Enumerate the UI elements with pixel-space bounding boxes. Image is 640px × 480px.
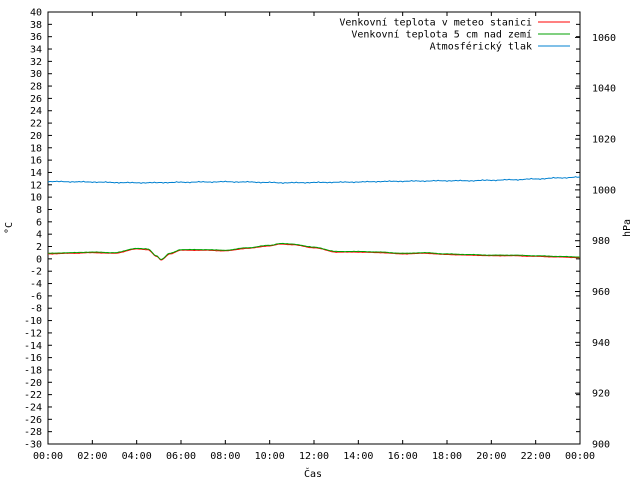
y-tick-label: -2 [30, 267, 42, 278]
y2-tick-label: 960 [592, 287, 610, 298]
x-tick-label: 04:00 [122, 451, 152, 462]
x-axis: 00:00 02:00 04:00 06:00 08:00 10:00 12:00 14:00… [33, 12, 595, 462]
x-tick-label: 02:00 [77, 451, 107, 462]
legend: Venkovní teplota v meteo staniciVenkovní… [339, 17, 570, 53]
y-tick-label: 20 [30, 131, 42, 142]
y-tick-label: 12 [30, 180, 42, 191]
y-tick-label: 28 [30, 82, 42, 93]
y-tick-label: 6 [36, 217, 42, 228]
x-tick-label: 00:00 [565, 451, 595, 462]
y-tick-label: -22 [24, 390, 42, 401]
y-tick-label: -14 [24, 341, 42, 352]
y-tick-label: 30 [30, 69, 42, 80]
y-tick-label: -8 [30, 304, 42, 315]
y-tick-label: 8 [36, 205, 42, 216]
legend-label: Venkovní teplota 5 cm nad zemí [351, 29, 532, 41]
x-tick-label: 08:00 [210, 451, 240, 462]
y-tick-label: 4 [36, 230, 42, 241]
y-tick-label: -28 [24, 427, 42, 438]
x-tick-label: 12:00 [299, 451, 329, 462]
y-axis-label: °C [4, 222, 15, 234]
y-tick-label: -10 [24, 316, 42, 327]
legend-label: Atmosférický tlak [430, 41, 532, 53]
y-tick-label: 26 [30, 94, 42, 105]
y-tick-label: 14 [30, 168, 42, 179]
y-tick-label: -6 [30, 291, 42, 302]
y2-tick-label: 1060 [592, 33, 616, 44]
y-tick-label: 2 [36, 242, 42, 253]
y-tick-label: 24 [30, 106, 42, 117]
y-tick-label: 22 [30, 119, 42, 130]
y-tick-label: -18 [24, 365, 42, 376]
y-tick-label: -16 [24, 353, 42, 364]
x-tick-label: 14:00 [343, 451, 373, 462]
y2-tick-label: 980 [592, 236, 610, 247]
y-tick-label: -12 [24, 328, 42, 339]
right-y-axis: 900 920 940 960 980 1000 1020 1040 1060 [575, 33, 616, 451]
x-tick-label: 00:00 [33, 451, 63, 462]
y-tick-label: 16 [30, 156, 42, 167]
series-lines [47, 176, 581, 261]
x-axis-label: Čas [304, 467, 322, 480]
y-tick-label: -30 [24, 440, 42, 451]
x-tick-label: 20:00 [476, 451, 506, 462]
y2-tick-label: 900 [592, 440, 610, 451]
x-tick-label: 10:00 [255, 451, 285, 462]
left-y-axis: -30-28-26-24-22-20-18-16-14-12-10-8-6-4-… [24, 8, 580, 451]
y-tick-label: 10 [30, 193, 42, 204]
series-line [47, 242, 581, 260]
y2-axis-label: hPa [622, 219, 633, 237]
x-tick-label: 22:00 [521, 451, 551, 462]
y-tick-label: -24 [24, 402, 42, 413]
y-tick-label: 36 [30, 32, 42, 43]
y-tick-label: 34 [30, 45, 42, 56]
y-tick-label: 0 [36, 254, 42, 265]
y2-tick-label: 920 [592, 389, 610, 400]
y-tick-label: 32 [30, 57, 42, 68]
x-tick-label: 16:00 [388, 451, 418, 462]
y2-tick-label: 940 [592, 338, 610, 349]
series-line [47, 176, 581, 184]
x-tick-label: 18:00 [432, 451, 462, 462]
legend-label: Venkovní teplota v meteo stanici [339, 17, 532, 29]
y-tick-label: -20 [24, 378, 42, 389]
y-tick-label: 40 [30, 8, 42, 19]
x-tick-label: 06:00 [166, 451, 196, 462]
y2-tick-label: 1040 [592, 84, 616, 95]
y-tick-label: 38 [30, 20, 42, 31]
y2-tick-label: 1020 [592, 135, 616, 146]
plot-border [47, 11, 581, 445]
series-line [47, 243, 581, 261]
plot-frame [47, 11, 581, 445]
y-tick-label: -4 [30, 279, 42, 290]
y-tick-label: -26 [24, 415, 42, 426]
y-tick-label: 18 [30, 143, 42, 154]
y2-tick-label: 1000 [592, 185, 616, 196]
